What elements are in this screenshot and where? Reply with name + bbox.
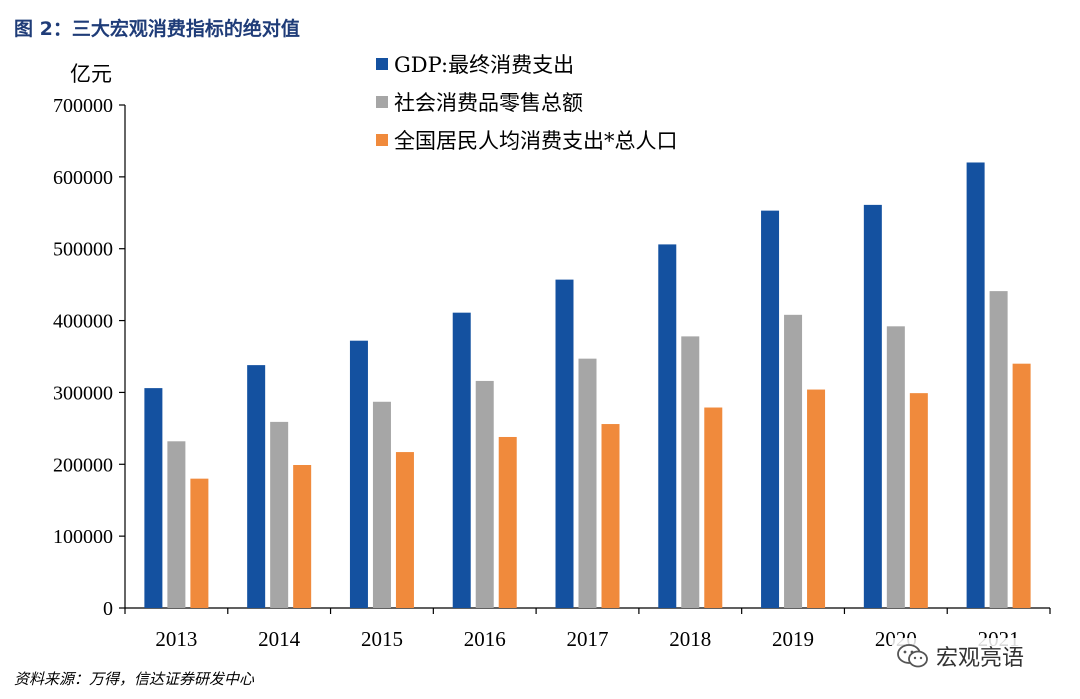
x-tick-label: 2013: [155, 627, 197, 651]
bar-gdp-2013: [144, 388, 163, 608]
watermark: 宏观亮语: [892, 638, 1029, 674]
bar-percapita-2017: [601, 424, 620, 608]
x-tick-label: 2018: [669, 627, 711, 651]
bar-retail-2019: [784, 314, 803, 608]
bar-retail-2015: [372, 401, 391, 608]
x-tick-label: 2016: [464, 627, 506, 651]
y-axis-unit-label: 亿元: [70, 62, 112, 86]
y-tick-label: 100000: [53, 526, 113, 548]
bar-gdp-2014: [247, 365, 266, 608]
legend-swatch: [376, 58, 388, 70]
y-tick-label: 700000: [53, 95, 113, 117]
bar-retail-2018: [681, 336, 700, 608]
bar-gdp-2021: [966, 162, 985, 608]
legend-label: 社会消费品零售总额: [394, 91, 583, 115]
bar-percapita-2018: [704, 407, 723, 608]
y-tick-label: 600000: [53, 167, 113, 189]
bar-retail-2013: [167, 441, 186, 608]
bar-percapita-2015: [395, 452, 414, 608]
legend-swatch: [376, 96, 388, 108]
legend-label: GDP:最终消费支出: [394, 53, 574, 77]
bar-gdp-2015: [349, 340, 368, 608]
bar-gdp-2017: [555, 279, 574, 608]
legend-swatch: [376, 134, 388, 146]
x-tick-label: 2014: [258, 627, 301, 651]
bar-retail-2014: [270, 421, 289, 608]
bar-percapita-2016: [498, 436, 517, 608]
bar-gdp-2020: [863, 204, 882, 609]
bar-retail-2021: [989, 291, 1008, 608]
wechat-icon: [897, 644, 928, 668]
y-tick-label: 0: [103, 598, 113, 620]
bar-percapita-2013: [190, 478, 209, 608]
y-tick-label: 300000: [53, 382, 113, 404]
legend-label: 全国居民人均消费支出*总人口: [394, 129, 678, 153]
y-tick-label: 200000: [53, 454, 113, 476]
chart-bars: [144, 162, 1031, 609]
bar-percapita-2020: [909, 393, 928, 608]
bar-gdp-2018: [658, 244, 677, 608]
x-tick-label: 2015: [361, 627, 403, 651]
bar-retail-2016: [475, 380, 494, 608]
bar-percapita-2014: [293, 465, 312, 608]
bar-percapita-2019: [807, 389, 826, 608]
x-tick-label: 2017: [567, 627, 609, 651]
watermark-text: 宏观亮语: [936, 646, 1025, 671]
bar-percapita-2021: [1012, 363, 1031, 608]
bar-gdp-2019: [761, 210, 780, 608]
bar-retail-2017: [578, 358, 597, 608]
bar-gdp-2016: [452, 312, 471, 608]
y-tick-label: 500000: [53, 239, 113, 261]
source-note: 资料来源：万得，信达证券研发中心: [14, 670, 255, 688]
bar-retail-2020: [886, 326, 905, 608]
x-tick-label: 2019: [772, 627, 814, 651]
figure-title: 图 2：三大宏观消费指标的绝对值: [14, 18, 300, 40]
y-tick-label: 400000: [53, 311, 113, 333]
